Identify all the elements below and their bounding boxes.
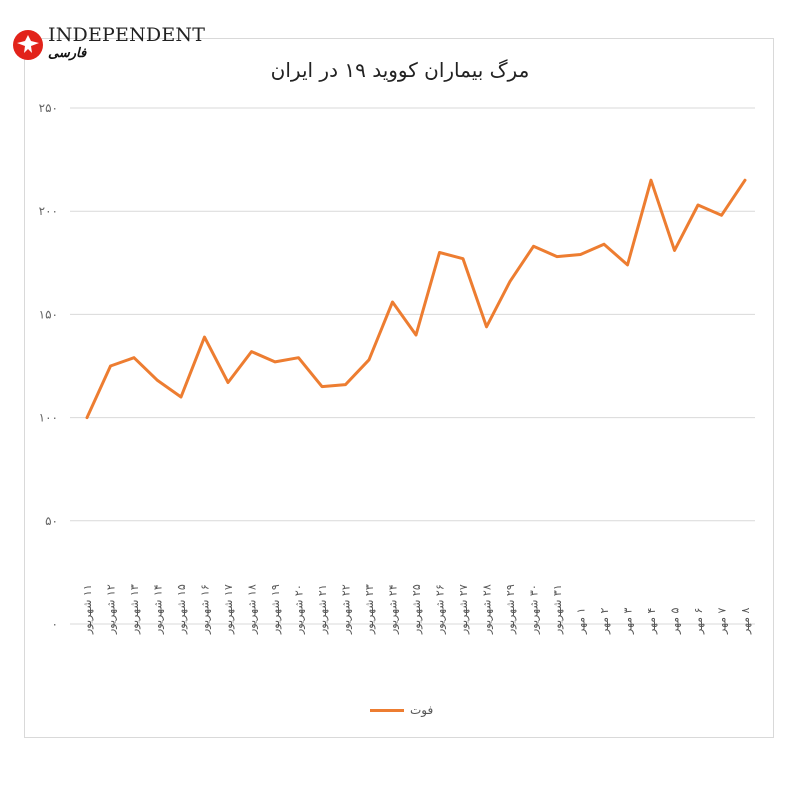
y-tick-labels: ۰ ۵۰ ۱۰۰ ۱۵۰ ۲۰۰ ۲۵۰ — [39, 101, 58, 631]
series-group — [85, 178, 747, 420]
data-point — [179, 395, 183, 399]
data-point — [743, 179, 747, 182]
x-tick-labels: ۱۱ شهریور ۱۲ شهریور ۱۳ شهریور ۱۴ شهریور ۱۵ ش… — [81, 584, 752, 635]
y-tick-label: ۲۰۰ — [39, 204, 58, 218]
x-tick-label: ۲۹ شهریور — [504, 584, 517, 635]
data-point — [696, 203, 700, 207]
x-tick-label: ۲۶ شهریور — [434, 584, 447, 635]
data-point — [602, 243, 606, 246]
data-point — [156, 379, 159, 382]
legend: فوت — [370, 703, 433, 717]
x-tick-label: ۲۷ شهریور — [457, 584, 470, 635]
x-tick-label: ۶ مهر — [692, 608, 705, 635]
x-tick-label: ۳ مهر — [622, 607, 635, 635]
data-point — [461, 257, 465, 260]
legend-label: فوت — [410, 703, 434, 717]
x-tick-label: ۱۶ شهریور — [199, 584, 212, 635]
grid-lines — [70, 107, 755, 625]
data-point — [438, 251, 441, 254]
data-point — [132, 356, 136, 359]
data-point — [344, 383, 347, 386]
x-tick-label: ۳۰ شهریور — [528, 584, 541, 635]
data-point — [250, 350, 253, 353]
data-point — [414, 333, 418, 337]
x-tick-label: ۴ مهر — [645, 607, 658, 635]
x-tick-label: ۱۳ شهریور — [128, 584, 141, 635]
x-tick-label: ۱۸ شهریور — [246, 584, 259, 635]
x-tick-label: ۲۱ شهریور — [316, 584, 329, 635]
y-tick-label: ۰ — [52, 617, 58, 631]
data-point — [226, 381, 230, 384]
data-point — [626, 263, 629, 267]
y-tick-label: ۵۰ — [45, 514, 58, 528]
data-point — [555, 255, 559, 258]
x-tick-label: ۸ مهر — [739, 607, 752, 635]
x-tick-label: ۳۱ شهریور — [551, 584, 564, 635]
x-tick-label: ۲۸ شهریور — [481, 584, 494, 635]
x-tick-label: ۷ مهر — [716, 607, 729, 635]
x-tick-label: ۱۲ شهریور — [105, 584, 118, 635]
x-tick-label: ۲۵ شهریور — [410, 584, 423, 635]
data-point — [109, 364, 112, 368]
x-tick-label: ۲۰ شهریور — [293, 584, 306, 635]
data-point — [203, 335, 206, 339]
data-point — [273, 360, 277, 364]
chart-title: مرگ بیماران کووید ۱۹ در ایران — [270, 58, 530, 82]
x-tick-label: ۱ مهر — [575, 608, 588, 635]
data-point — [85, 416, 89, 419]
data-point — [320, 385, 324, 388]
brand-name: INDEPENDENT — [48, 24, 206, 46]
y-tick-label: ۱۰۰ — [39, 411, 58, 425]
x-tick-label: ۱۵ شهریور — [175, 584, 188, 635]
data-point — [532, 245, 535, 248]
x-tick-label: ۱۷ شهریور — [222, 584, 235, 635]
x-tick-label: ۱۱ شهریور — [81, 584, 94, 635]
data-point — [720, 214, 723, 217]
x-tick-label: ۲ مهر — [598, 607, 611, 635]
data-point — [391, 300, 394, 304]
data-point — [579, 253, 582, 256]
data-point — [485, 325, 488, 328]
data-point — [649, 179, 653, 182]
independent-eagle-logo-icon — [13, 30, 43, 60]
data-point — [367, 358, 371, 362]
data-point — [297, 356, 300, 359]
y-tick-label: ۲۵۰ — [39, 101, 58, 115]
x-tick-label: ۲۳ شهریور — [363, 584, 376, 635]
x-tick-label: ۵ مهر — [669, 607, 682, 635]
x-tick-label: ۱۴ شهریور — [152, 584, 165, 635]
x-tick-label: ۱۹ شهریور — [269, 584, 282, 635]
data-point — [508, 280, 512, 283]
data-point — [673, 249, 676, 252]
brand-subtitle: فارسی — [48, 46, 87, 61]
y-tick-label: ۱۵۰ — [39, 307, 58, 321]
legend-swatch — [370, 708, 404, 712]
x-tick-label: ۲۴ شهریور — [387, 584, 400, 635]
series-line — [85, 178, 747, 420]
x-tick-label: ۲۲ شهریور — [340, 584, 353, 635]
chart-frame — [24, 38, 774, 738]
